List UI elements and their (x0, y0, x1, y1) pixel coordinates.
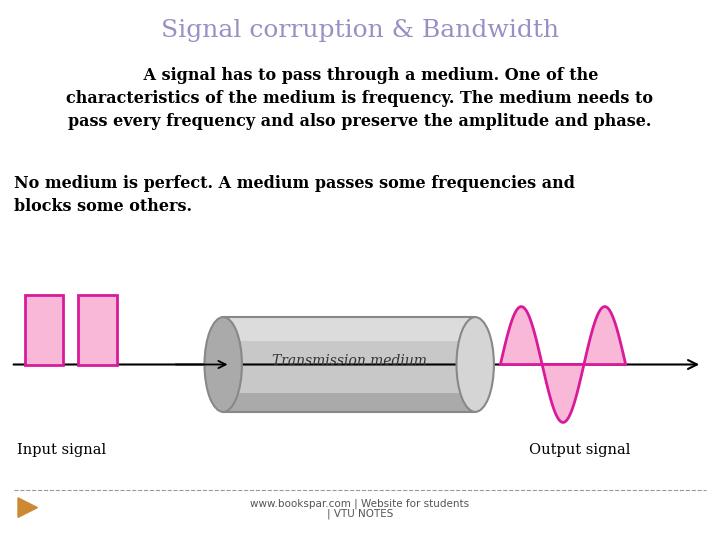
Bar (223, 317, 475, 341)
Text: | VTU NOTES: | VTU NOTES (327, 509, 393, 519)
Bar (25, 295, 63, 364)
Text: Transmission medium: Transmission medium (271, 354, 427, 368)
Text: www.bookspar.com | Website for students: www.bookspar.com | Website for students (251, 498, 469, 509)
Polygon shape (584, 307, 626, 364)
Text: Signal corruption & Bandwidth: Signal corruption & Bandwidth (161, 19, 559, 42)
Bar (78, 295, 117, 364)
Polygon shape (542, 364, 584, 422)
Bar (223, 317, 475, 412)
Text: A signal has to pass through a medium. One of the
characteristics of the medium : A signal has to pass through a medium. O… (66, 68, 654, 130)
Text: Input signal: Input signal (17, 443, 106, 457)
Polygon shape (18, 498, 37, 517)
Text: No medium is perfect. A medium passes some frequencies and
blocks some others.: No medium is perfect. A medium passes so… (14, 176, 575, 215)
Bar (223, 393, 475, 412)
Polygon shape (500, 307, 542, 364)
Ellipse shape (204, 317, 242, 412)
Text: Output signal: Output signal (529, 443, 630, 457)
Ellipse shape (456, 317, 494, 412)
Bar (223, 317, 475, 412)
